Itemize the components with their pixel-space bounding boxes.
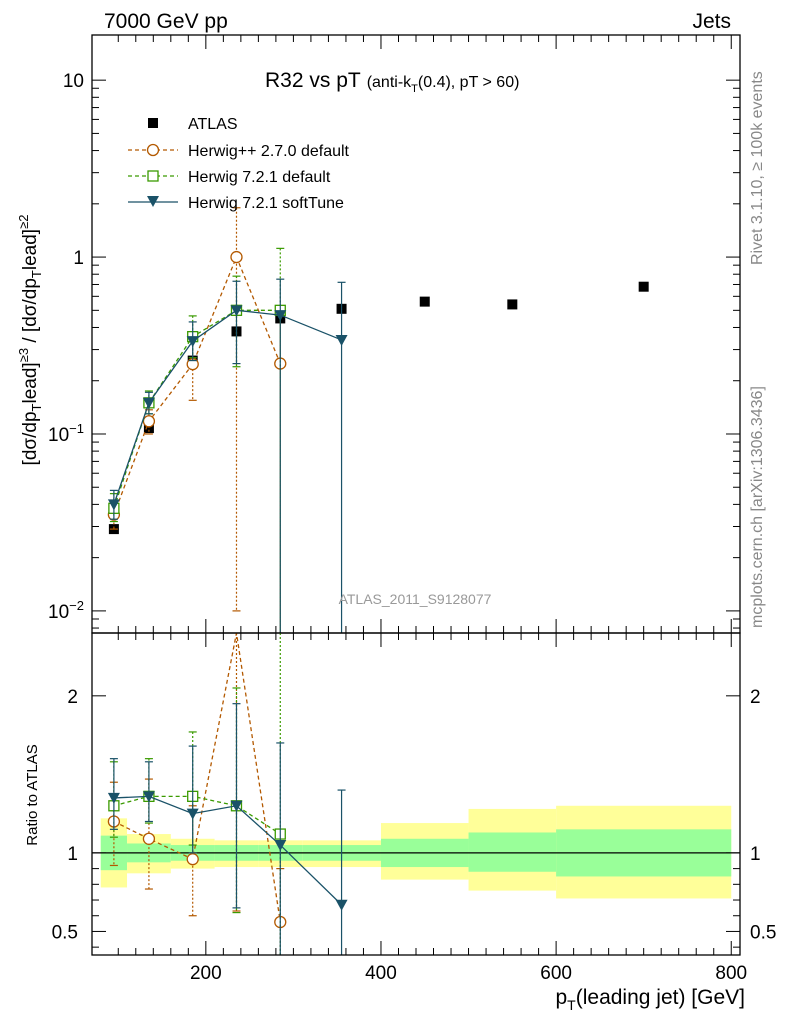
main-y-tick-label: 10 xyxy=(63,71,84,92)
x-tick-label: 400 xyxy=(365,963,397,984)
header-energy-label: 7000 GeV pp xyxy=(104,10,228,33)
ratio-series-herwig721 xyxy=(108,633,286,955)
point-atlas xyxy=(143,423,154,434)
chart-title: R32 vs pT (anti-kT(0.4), pT > 60) xyxy=(265,69,519,95)
series-herwigpp xyxy=(107,207,287,633)
legend-label-herwig721: Herwig 7.2.1 default xyxy=(188,169,331,186)
ratio-point-softtune xyxy=(230,800,243,812)
chart-title-suffix: (anti-k xyxy=(367,74,412,91)
ratio-data-layer xyxy=(107,632,348,955)
rivet-version-label: Rivet 3.1.10, ≥ 100k events xyxy=(749,71,766,265)
analysis-id-label: ATLAS_2011_S9128077 xyxy=(339,591,492,607)
legend-label-atlas: ATLAS xyxy=(188,116,238,133)
point-atlas xyxy=(419,296,430,307)
x-tick-label: 600 xyxy=(540,963,572,984)
series-line-softtune xyxy=(113,309,342,505)
ratio-point-softtune xyxy=(107,792,120,804)
legend-marker-softtune xyxy=(147,196,159,207)
point-atlas xyxy=(507,299,518,310)
ratio-y-tick-label-right: 1 xyxy=(750,844,761,865)
header-category-label: Jets xyxy=(692,10,731,33)
chart-title-rest: (0.4), pT > 60) xyxy=(418,74,520,91)
ratio-point-softtune xyxy=(142,791,155,803)
ratio-line-softtune xyxy=(113,795,343,906)
point-softtune xyxy=(230,305,243,317)
legend-item-herwig721: Herwig 7.2.1 default xyxy=(128,169,331,186)
ratio-y-tick-label: 2 xyxy=(67,687,78,708)
main-y-tick-label: 1 xyxy=(73,248,84,269)
main-axis-ticks: 10−2 10−1 1 10 xyxy=(48,35,740,633)
point-softtune xyxy=(186,336,199,348)
legend-label-herwigpp: Herwig++ 2.7.0 default xyxy=(188,143,350,160)
point-herwigpp xyxy=(230,250,243,264)
ratio-point-softtune xyxy=(274,840,287,852)
legend-marker-herwigpp xyxy=(146,143,160,157)
legend-marker-atlas xyxy=(148,118,158,128)
point-herwigpp xyxy=(142,415,156,428)
main-y-tick-label: 10−1 xyxy=(48,421,84,446)
main-y-tick-label: 10−2 xyxy=(48,598,84,623)
ratio-y-axis-label: Ratio to ATLAS xyxy=(24,744,41,845)
series-line-herwigpp xyxy=(113,255,281,515)
ratio-y-tick-label-right: 0.5 xyxy=(750,922,776,943)
ratio-point-herwigpp xyxy=(186,853,199,866)
ratio-band-inner xyxy=(468,832,557,872)
ratio-point-herwigpp xyxy=(142,832,156,845)
ratio-y-tick-label-right: 2 xyxy=(750,687,761,708)
point-softtune xyxy=(274,310,287,322)
ratio-point-softtune xyxy=(186,808,199,820)
point-atlas xyxy=(638,281,649,292)
ratio-line-herwig721 xyxy=(113,795,281,835)
x-tick-label: 800 xyxy=(715,963,747,984)
series-softtune xyxy=(107,278,348,633)
ratio-y-tick-label: 1 xyxy=(67,844,78,865)
chart-title-main: R32 vs pT xyxy=(265,69,361,92)
mcplots-reference-label: mcplots.cern.ch [arXiv:1306.3436] xyxy=(749,386,766,628)
ratio-line-herwigpp xyxy=(113,632,281,923)
main-y-axis-label-text: [dσ/dpTlead]≥3 / [dσ/dpTlead]≥2 xyxy=(16,215,44,466)
ratio-y-tick-label: 0.5 xyxy=(52,922,78,943)
legend-label-softtune: Herwig 7.2.1 softTune xyxy=(188,195,344,212)
x-tick-label: 200 xyxy=(190,963,222,984)
chart-title-subscript: T xyxy=(411,83,418,95)
ratio-point-softtune xyxy=(335,899,348,911)
point-softtune xyxy=(335,334,348,346)
legend-item-atlas: ATLAS xyxy=(148,116,238,133)
legend-item-herwigpp: Herwig++ 2.7.0 default xyxy=(128,143,350,160)
ratio-series-softtune xyxy=(107,703,348,955)
ratio-band-layer xyxy=(92,805,740,899)
main-data-layer xyxy=(107,207,649,633)
series-atlas xyxy=(108,281,649,535)
point-softtune xyxy=(142,397,155,409)
main-panel: 10−2 10−1 1 10 R32 vs pT (anti-kT(0.4), pT >… xyxy=(16,34,741,634)
point-softtune xyxy=(107,499,120,511)
x-axis-label: pT(leading jet) [GeV] xyxy=(555,986,745,1013)
legend-marker-herwig721 xyxy=(147,170,159,182)
main-y-axis-label: [dσ/dpTlead]≥3 / [dσ/dpTlead]≥2 xyxy=(16,215,44,466)
legend-item-softtune: Herwig 7.2.1 softTune xyxy=(128,195,344,212)
legend: ATLAS Herwig++ 2.7.0 default Herwig 7.2.… xyxy=(128,116,350,212)
